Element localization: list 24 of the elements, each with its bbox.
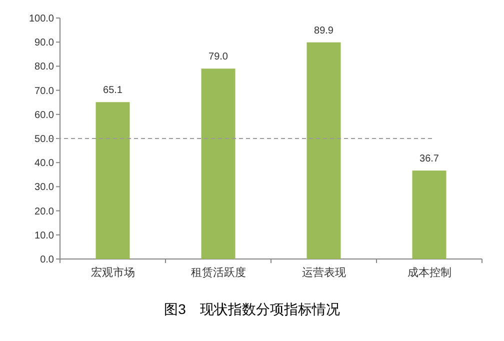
- data-label: 79.0: [208, 52, 228, 63]
- x-tick-label: 运营表现: [302, 266, 346, 279]
- y-tick-label: 80.0: [34, 62, 54, 73]
- data-label: 65.1: [103, 85, 123, 96]
- y-tick-label: 60.0: [34, 110, 54, 121]
- y-tick-label: 20.0: [34, 206, 54, 218]
- bar: [201, 68, 236, 259]
- data-label: 89.9: [314, 25, 334, 36]
- bar: [96, 102, 130, 259]
- y-tick-label: 10.0: [34, 230, 54, 242]
- y-tick-label: 70.0: [34, 86, 54, 97]
- y-tick-label: 90.0: [34, 38, 54, 49]
- y-tick-label: 40.0: [34, 158, 54, 170]
- y-tick-label: 30.0: [34, 182, 54, 194]
- y-tick-label: 50.0: [34, 134, 54, 145]
- y-tick-label: 100.0: [28, 14, 54, 24]
- x-tick-label: 宏观市场: [90, 266, 135, 279]
- x-tick-label: 租赁活跃度: [190, 266, 246, 279]
- y-tick-label: 0.0: [40, 254, 54, 266]
- text: 图3 现状指数分项指标情况: [164, 301, 340, 317]
- bar: [306, 42, 341, 259]
- data-label: 36.7: [420, 154, 440, 165]
- x-tick-label: 成本控制: [407, 266, 452, 279]
- bar: [412, 170, 446, 259]
